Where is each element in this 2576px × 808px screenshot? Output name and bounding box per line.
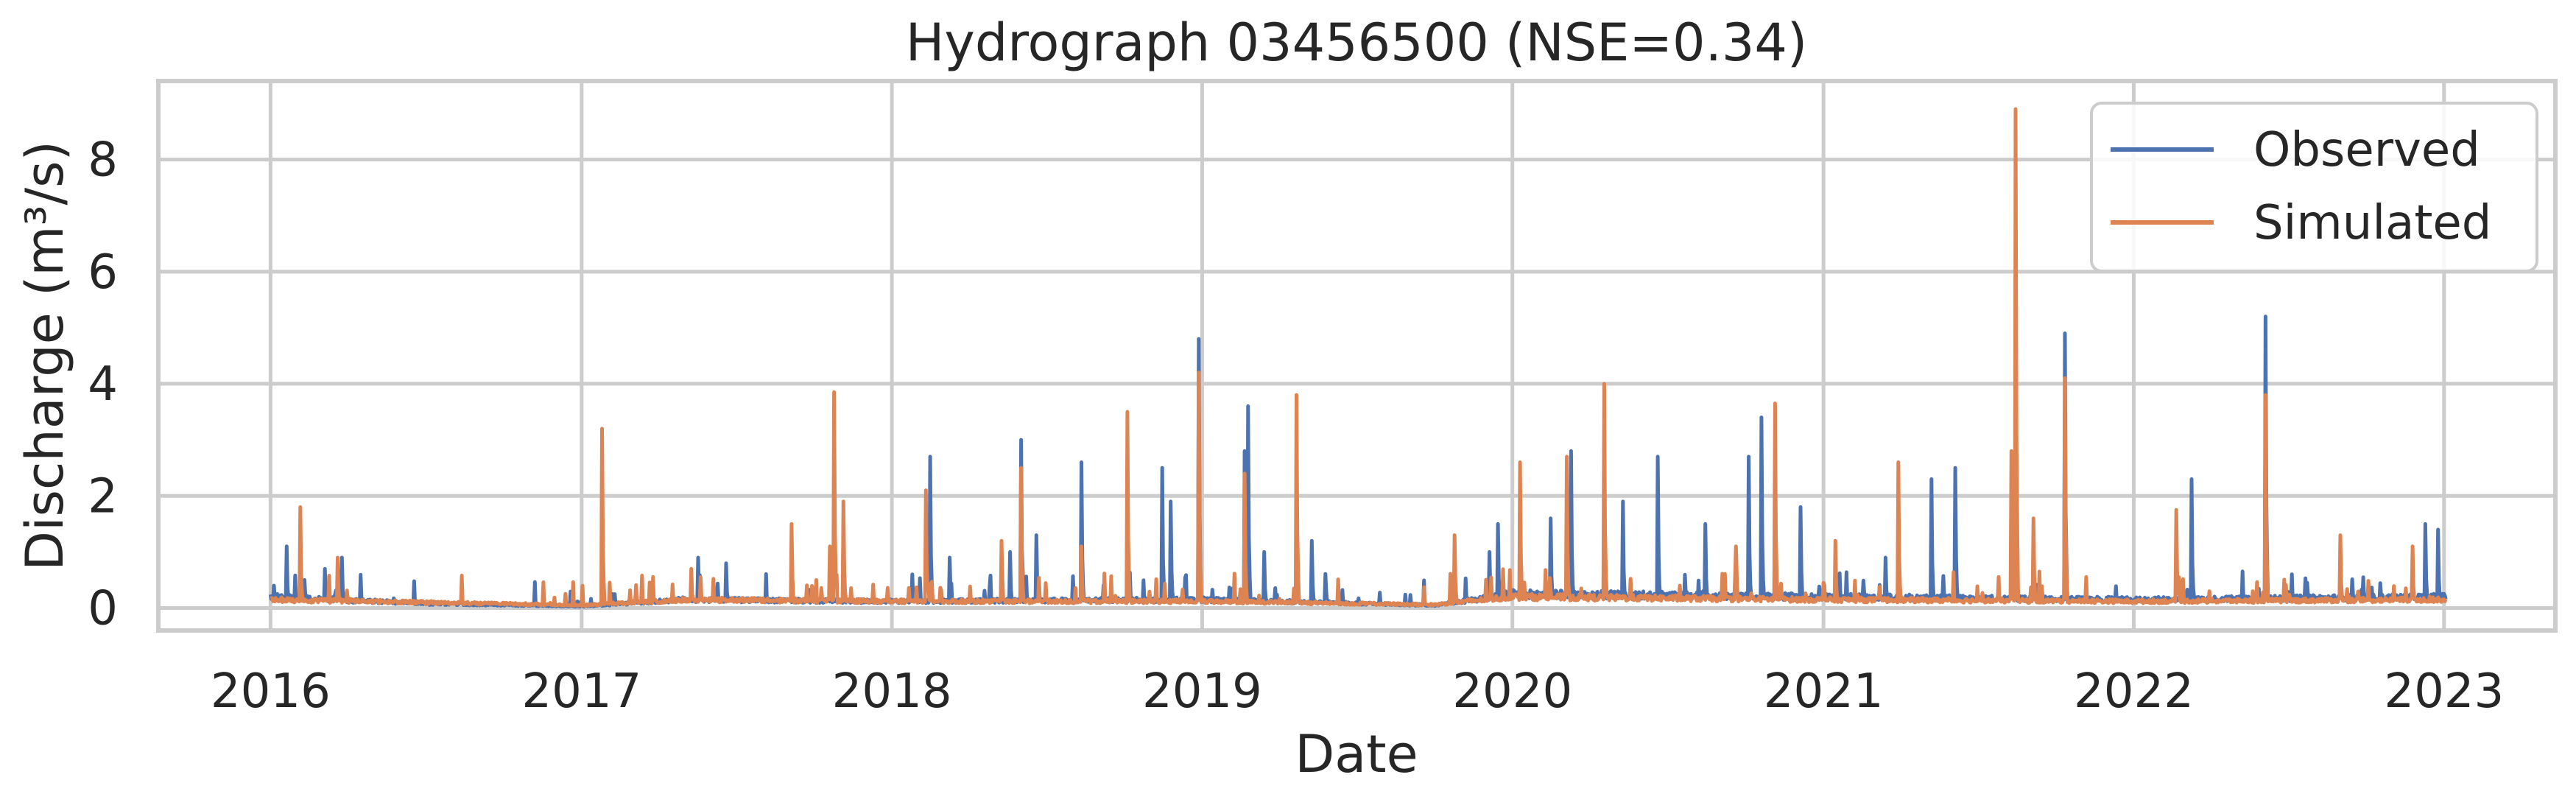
x-tick-label: 2023 (2384, 664, 2504, 719)
y-tick-label: 8 (88, 133, 118, 188)
y-tick-label: 2 (88, 469, 118, 524)
x-tick-label: 2019 (1142, 664, 1262, 719)
y-axis-label: Discharge (m³/s) (15, 141, 75, 571)
x-tick-label: 2022 (2074, 664, 2194, 719)
x-tick-label: 2018 (832, 664, 952, 719)
chart-title: Hydrograph 03456500 (NSE=0.34) (906, 13, 1807, 73)
plot-frame (156, 79, 2558, 633)
y-tick-label: 0 (88, 582, 118, 636)
legend-box (2090, 102, 2538, 273)
y-tick-label: 6 (88, 245, 118, 300)
tick-labels: 2016 2017 2018 2019 2020 2021 2022 2023 0 2 4 6 8 (88, 133, 2504, 719)
series-lines (268, 107, 2448, 609)
x-tick-label: 2017 (521, 664, 641, 719)
x-tick-label: 2016 (211, 664, 331, 719)
series-line-simulated (270, 107, 2448, 608)
x-axis-label: Date (1295, 724, 1418, 784)
legend-label-observed: Observed (2253, 123, 2480, 178)
legend: Observed Simulated (2090, 102, 2538, 273)
y-tick-label: 4 (88, 357, 118, 412)
x-tick-label: 2020 (1452, 664, 1572, 719)
x-tick-label: 2021 (1764, 664, 1884, 719)
legend-label-simulated: Simulated (2253, 196, 2491, 250)
